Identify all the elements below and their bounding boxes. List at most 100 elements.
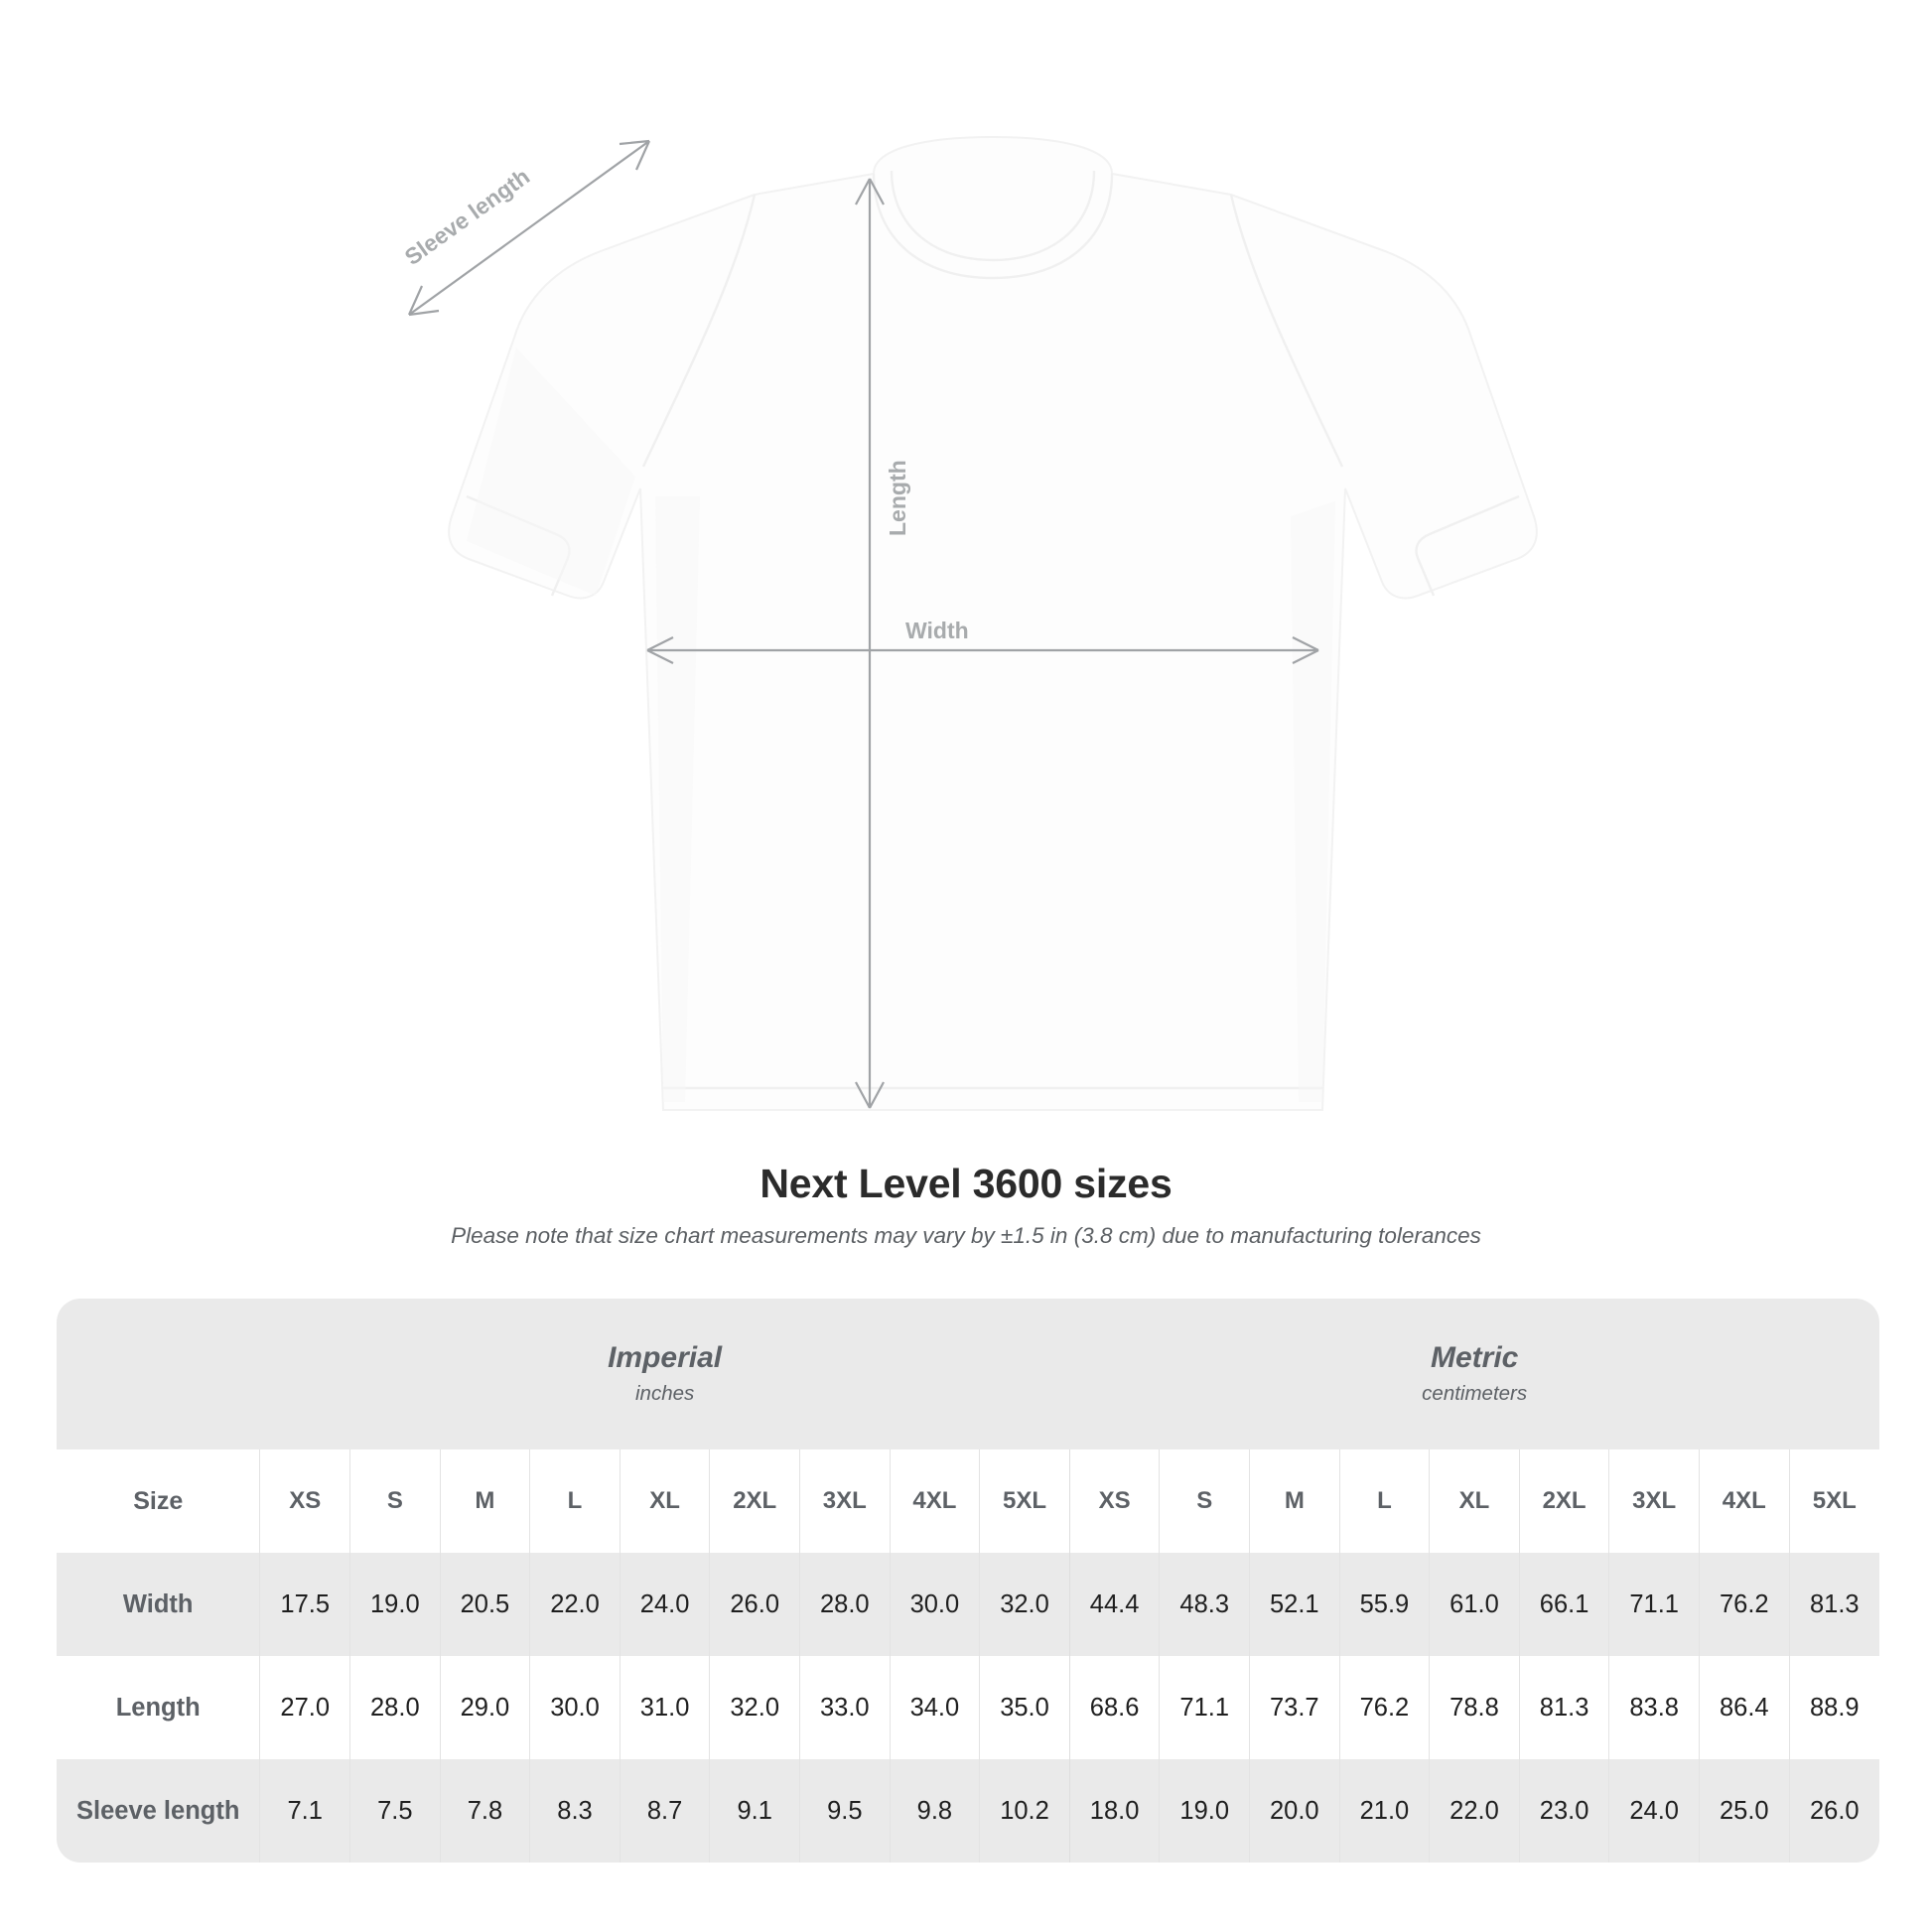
fabric-shading-sleeve-left xyxy=(467,347,635,596)
row-label-length: Length xyxy=(57,1656,260,1759)
cell-length-metric-xs: 68.6 xyxy=(1068,1656,1160,1759)
size-header-cell-metric-l: L xyxy=(1338,1449,1430,1553)
cell-width-metric-3xl: 71.1 xyxy=(1608,1553,1700,1656)
size-header-cell-metric-2xl: 2XL xyxy=(1518,1449,1609,1553)
size-header-cell-imperial-xs: XS xyxy=(259,1449,350,1553)
cell-sleeve-length-imperial-3xl: 9.5 xyxy=(799,1759,891,1863)
cell-sleeve-length-metric-m: 20.0 xyxy=(1249,1759,1340,1863)
cell-width-imperial-s: 19.0 xyxy=(349,1553,441,1656)
size-header-cell-imperial-m: M xyxy=(439,1449,530,1553)
unit-group-subtitle: inches xyxy=(635,1382,695,1406)
cell-length-imperial-l: 30.0 xyxy=(529,1656,621,1759)
sleeve-length-label: Sleeve length xyxy=(400,163,534,270)
row-label-sleeve-length: Sleeve length xyxy=(57,1759,260,1863)
unit-group-subtitle: centimeters xyxy=(1422,1382,1528,1406)
cell-width-metric-4xl: 76.2 xyxy=(1698,1553,1790,1656)
right-sleeve-hem xyxy=(1415,494,1520,597)
cell-sleeve-length-imperial-2xl: 9.1 xyxy=(709,1759,800,1863)
width-arrowhead-right xyxy=(1292,636,1319,664)
cell-width-metric-xs: 44.4 xyxy=(1068,1553,1160,1656)
cell-width-metric-m: 52.1 xyxy=(1249,1553,1340,1656)
cell-length-metric-4xl: 86.4 xyxy=(1698,1656,1790,1759)
cell-length-metric-m: 73.7 xyxy=(1249,1656,1340,1759)
cell-length-metric-s: 71.1 xyxy=(1159,1656,1250,1759)
cell-width-imperial-5xl: 32.0 xyxy=(979,1553,1070,1656)
size-header-cell-imperial-xl: XL xyxy=(619,1449,710,1553)
cell-length-imperial-m: 29.0 xyxy=(439,1656,530,1759)
page-title: Next Level 3600 sizes xyxy=(759,1161,1173,1206)
row-label-width: Width xyxy=(57,1553,260,1656)
fabric-shading-right xyxy=(1291,501,1335,1102)
table-row: Sleeve length 7.1 7.5 7.8 8.3 8.7 9.1 9.5 9.8 10.… xyxy=(57,1759,1879,1863)
unit-group-name: Metric xyxy=(1430,1340,1519,1374)
size-header-cell-metric-4xl: 4XL xyxy=(1698,1449,1790,1553)
cell-length-imperial-xl: 31.0 xyxy=(619,1656,710,1759)
cell-sleeve-length-metric-3xl: 24.0 xyxy=(1608,1759,1700,1863)
cell-sleeve-length-metric-s: 19.0 xyxy=(1159,1759,1250,1863)
cell-width-imperial-xl: 24.0 xyxy=(619,1553,710,1656)
size-header-cell-imperial-5xl: 5XL xyxy=(979,1449,1070,1553)
cell-sleeve-length-imperial-s: 7.5 xyxy=(349,1759,441,1863)
width-dimension: Width xyxy=(646,618,1319,664)
length-arrowhead-top xyxy=(855,178,885,206)
size-header-cell-metric-xl: XL xyxy=(1429,1449,1520,1553)
size-header-cell-imperial-4xl: 4XL xyxy=(889,1449,980,1553)
cell-length-imperial-xs: 27.0 xyxy=(259,1656,350,1759)
cell-width-imperial-l: 22.0 xyxy=(529,1553,621,1656)
size-chart-table-wrap: Imperial inches Metric centimeters Size XS S M L… xyxy=(57,1299,1879,1863)
sleeve-arrowhead-lower xyxy=(407,285,440,317)
cell-sleeve-length-metric-5xl: 26.0 xyxy=(1788,1759,1879,1863)
unit-group-metric: Metric centimeters xyxy=(1069,1299,1879,1449)
cell-width-imperial-xs: 17.5 xyxy=(259,1553,350,1656)
cell-width-imperial-2xl: 26.0 xyxy=(709,1553,800,1656)
cell-length-imperial-2xl: 32.0 xyxy=(709,1656,800,1759)
width-label: Width xyxy=(905,618,969,643)
cell-width-imperial-m: 20.5 xyxy=(439,1553,530,1656)
unit-header-spacer xyxy=(57,1299,260,1449)
unit-group-name: Imperial xyxy=(608,1340,723,1374)
cell-sleeve-length-imperial-xl: 8.7 xyxy=(619,1759,710,1863)
cell-sleeve-length-imperial-5xl: 10.2 xyxy=(979,1759,1070,1863)
cell-length-metric-xl: 78.8 xyxy=(1429,1656,1520,1759)
cell-width-metric-l: 55.9 xyxy=(1338,1553,1430,1656)
length-label: Length xyxy=(885,460,910,536)
cell-length-imperial-3xl: 33.0 xyxy=(799,1656,891,1759)
cell-width-metric-xl: 61.0 xyxy=(1429,1553,1520,1656)
cell-width-imperial-4xl: 30.0 xyxy=(889,1553,980,1656)
cell-length-metric-2xl: 81.3 xyxy=(1518,1656,1609,1759)
size-header-cell-metric-s: S xyxy=(1159,1449,1250,1553)
right-shoulder-seam xyxy=(1229,194,1344,468)
cell-length-metric-3xl: 83.8 xyxy=(1608,1656,1700,1759)
title-block: Next Level 3600 sizes Please note that s… xyxy=(0,1160,1932,1250)
tshirt-shape xyxy=(448,135,1538,1111)
size-header-cell-metric-5xl: 5XL xyxy=(1788,1449,1879,1553)
size-header-cell-imperial-l: L xyxy=(529,1449,621,1553)
unit-header-row: Imperial inches Metric centimeters xyxy=(57,1299,1879,1449)
table-row: Length 27.0 28.0 29.0 30.0 31.0 32.0 33.0 34.0 35… xyxy=(57,1656,1879,1759)
cell-width-metric-s: 48.3 xyxy=(1159,1553,1250,1656)
cell-sleeve-length-metric-xl: 22.0 xyxy=(1429,1759,1520,1863)
sleeve-length-line xyxy=(408,140,650,316)
cell-length-metric-l: 76.2 xyxy=(1338,1656,1430,1759)
cell-length-imperial-s: 28.0 xyxy=(349,1656,441,1759)
cell-length-imperial-5xl: 35.0 xyxy=(979,1656,1070,1759)
length-dimension: Length xyxy=(855,178,910,1109)
sleeve-arrowhead-upper xyxy=(619,139,651,171)
cell-width-metric-5xl: 81.3 xyxy=(1788,1553,1879,1656)
unit-group-imperial: Imperial inches xyxy=(259,1299,1070,1449)
tshirt-outline xyxy=(448,135,1538,1111)
table-row: Width 17.5 19.0 20.5 22.0 24.0 26.0 28.0 30.0 32.… xyxy=(57,1553,1879,1656)
cell-width-metric-2xl: 66.1 xyxy=(1518,1553,1609,1656)
cell-width-imperial-3xl: 28.0 xyxy=(799,1553,891,1656)
collar-inner xyxy=(890,170,1096,262)
width-arrowhead-left xyxy=(646,636,674,664)
cell-sleeve-length-metric-l: 21.0 xyxy=(1338,1759,1430,1863)
collar-outline xyxy=(872,173,1114,280)
tshirt-illustration: Sleeve length Length Width xyxy=(400,135,1538,1111)
cell-sleeve-length-imperial-4xl: 9.8 xyxy=(889,1759,980,1863)
cell-sleeve-length-metric-xs: 18.0 xyxy=(1068,1759,1160,1863)
cell-sleeve-length-metric-4xl: 25.0 xyxy=(1698,1759,1790,1863)
cell-sleeve-length-imperial-l: 8.3 xyxy=(529,1759,621,1863)
size-header-cell-metric-3xl: 3XL xyxy=(1608,1449,1700,1553)
size-header-cell-metric-xs: XS xyxy=(1068,1449,1160,1553)
